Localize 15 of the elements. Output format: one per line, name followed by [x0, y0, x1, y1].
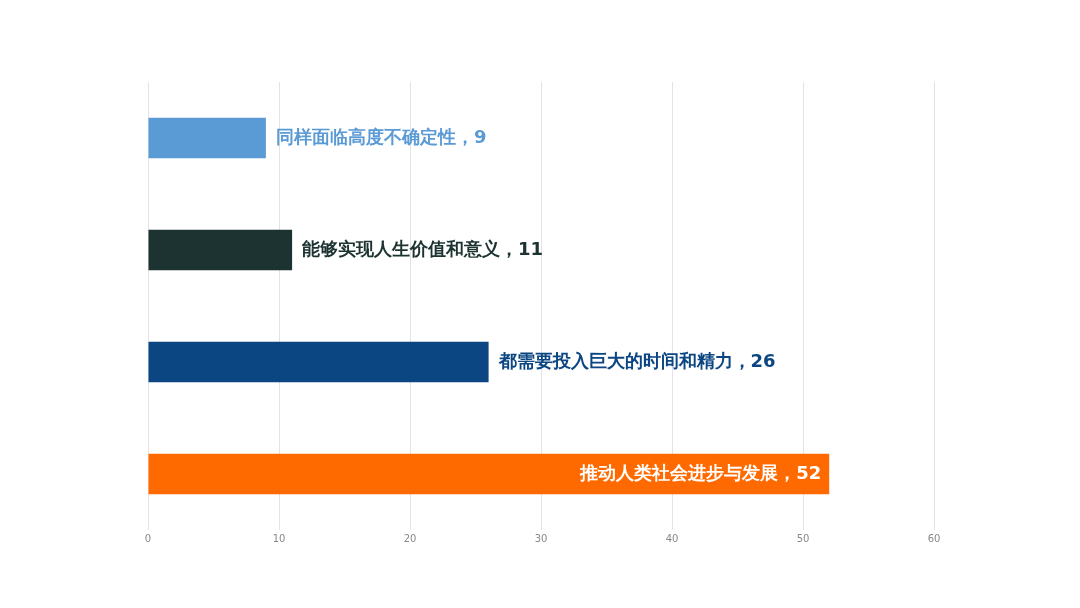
x-tick-label: 0 — [144, 532, 152, 544]
x-tick-label: 50 — [796, 532, 810, 544]
bar — [148, 229, 293, 271]
data-label: 都需要投入巨大的时间和精力，26 — [497, 349, 776, 371]
x-tick-label: 10 — [272, 532, 286, 544]
data-label: 同样面临高度不确定性，9 — [275, 125, 487, 147]
bar — [148, 117, 266, 159]
bar — [148, 453, 830, 495]
bar — [148, 341, 489, 383]
x-tick-label: 30 — [534, 532, 548, 544]
x-tick-label: 60 — [927, 532, 941, 544]
x-tick-label: 40 — [665, 532, 679, 544]
data-label: 推动人类社会进步与发展，52 — [579, 461, 822, 483]
x-tick-label: 20 — [403, 532, 417, 544]
data-label: 能够实现人生价值和意义，11 — [302, 237, 544, 259]
